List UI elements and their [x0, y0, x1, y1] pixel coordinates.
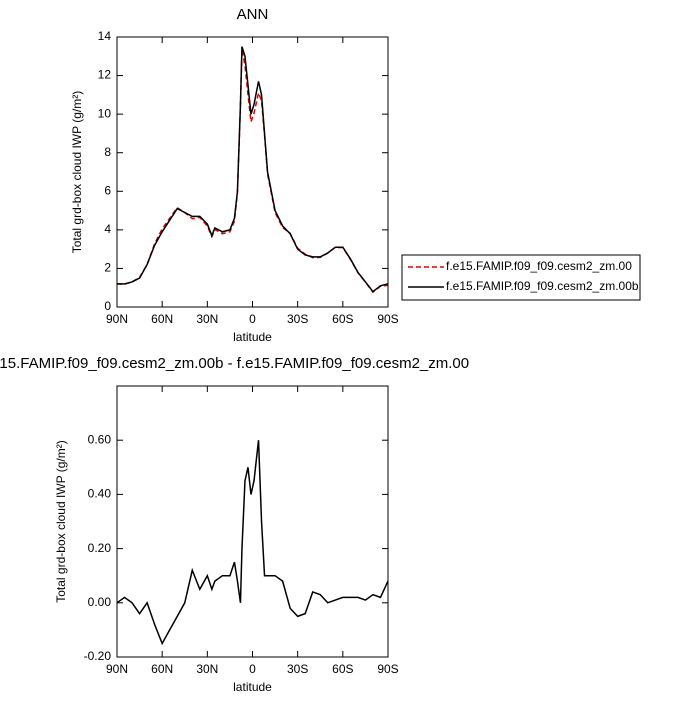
chart-title: ANN: [237, 6, 269, 23]
y-tick-label: 0.40: [88, 487, 112, 501]
x-tick-label: 30S: [287, 312, 308, 326]
x-tick-label: 90S: [377, 662, 398, 676]
y-tick-label: 10: [98, 106, 112, 120]
plot-frame: [116, 385, 389, 658]
plot-frame: [116, 36, 389, 308]
y-tick-label: 0.00: [88, 595, 112, 609]
y-tick-label: 14: [98, 29, 112, 43]
y-tick-label: 6: [104, 183, 111, 197]
x-tick-label: 60S: [332, 662, 353, 676]
data-line: [116, 50, 389, 294]
x-axis-label: latitude: [233, 330, 272, 344]
y-tick-label: 2: [104, 261, 111, 275]
legend-label: f.e15.FAMIP.f09_f09.cesm2_zm.00: [446, 259, 632, 273]
y-tick-label: 0.60: [88, 432, 112, 446]
y-tick-label: 4: [104, 222, 111, 236]
data-line: [117, 46, 389, 293]
x-tick-label: 90N: [106, 312, 128, 326]
x-tick-label: 60N: [151, 662, 173, 676]
legend-box: [401, 254, 641, 301]
y-tick-label: 8: [104, 145, 111, 159]
data-line: [116, 440, 389, 646]
x-tick-label: 30S: [287, 662, 308, 676]
x-tick-label: 90N: [106, 662, 128, 676]
chart-title: .e15.FAMIP.f09_f09.cesm2_zm.00b - f.e15.…: [0, 355, 469, 372]
x-tick-label: 60S: [332, 312, 353, 326]
y-axis-label: Total grd-box cloud IWP (g/m²): [54, 440, 68, 603]
y-tick-label: 0: [104, 299, 111, 313]
x-axis-label: latitude: [233, 680, 272, 694]
x-tick-label: 30N: [196, 312, 218, 326]
y-axis-label: Total grd-box cloud IWP (g/m²): [70, 91, 84, 254]
y-tick-label: -0.20: [84, 649, 112, 663]
y-tick-label: 0.20: [88, 541, 112, 555]
x-tick-label: 60N: [151, 312, 173, 326]
legend-label: f.e15.FAMIP.f09_f09.cesm2_zm.00b: [446, 279, 639, 293]
x-tick-label: 90S: [377, 312, 398, 326]
y-tick-label: 12: [98, 68, 112, 82]
x-tick-label: 30N: [196, 662, 218, 676]
x-tick-label: 0: [249, 312, 256, 326]
x-tick-label: 0: [249, 662, 256, 676]
